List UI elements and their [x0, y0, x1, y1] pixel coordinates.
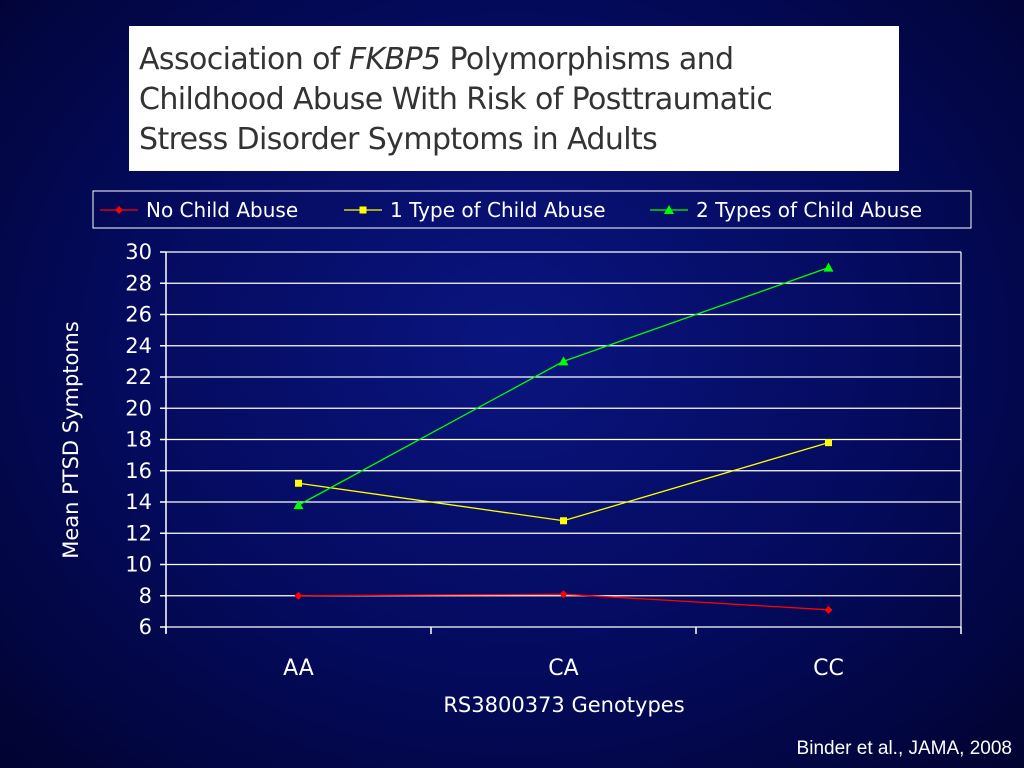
x-axis-label: RS3800373 Genotypes — [443, 693, 684, 717]
legend-swatch-marker — [115, 206, 123, 214]
series-2 — [295, 439, 832, 525]
data-point — [560, 517, 567, 525]
data-point — [825, 439, 832, 447]
legend: No Child Abuse 1 Type of Child Abuse 2 Typ… — [92, 190, 972, 229]
series-3 — [293, 262, 834, 510]
y-tick-label: 26 — [125, 303, 152, 327]
x-axis-ticks: AA CA CC — [165, 627, 962, 681]
title-line-3: Stress Disorder Symptoms in Adults — [139, 122, 658, 157]
title-line-1-end: Polymorphisms and — [440, 42, 734, 77]
title-box: Association of FKBP5 Polymorphisms and C… — [129, 26, 899, 171]
y-tick-label: 8 — [139, 584, 152, 608]
y-tick-label: 20 — [125, 396, 152, 420]
data-point — [558, 356, 569, 366]
y-tick-label: 30 — [125, 240, 152, 264]
data-point — [824, 605, 833, 614]
legend-entry: 1 Type of Child Abuse — [344, 198, 606, 222]
series-line — [298, 267, 829, 506]
y-tick-label: 24 — [125, 334, 152, 358]
y-axis-label: Mean PTSD Symptoms — [59, 321, 83, 559]
data-point — [293, 500, 304, 510]
legend-label: No Child Abuse — [146, 198, 298, 222]
gridlines — [165, 251, 962, 633]
legend-entry: No Child Abuse — [100, 198, 298, 222]
data-point — [295, 479, 302, 487]
title-gene-name: FKBP5 — [348, 42, 441, 77]
data-point — [294, 591, 303, 600]
x-tick-label: CA — [548, 656, 578, 681]
y-tick-label: 14 — [125, 490, 152, 514]
y-tick-label: 10 — [125, 553, 152, 577]
y-tick-label: 28 — [125, 271, 152, 295]
legend-swatch-marker — [664, 205, 674, 214]
title-line-1: Association of FKBP5 Polymorphisms and — [139, 40, 899, 80]
y-axis-ticks: 6 8 10 12 14 16 18 20 22 24 26 28 30 — [125, 240, 166, 639]
legend-swatch-marker — [359, 206, 367, 214]
legend-entry: 2 Types of Child Abuse — [650, 198, 922, 222]
y-tick-label: 18 — [125, 428, 152, 452]
y-tick-label: 6 — [139, 615, 152, 639]
legend-label: 1 Type of Child Abuse — [390, 198, 606, 222]
legend-label: 2 Types of Child Abuse — [696, 198, 922, 222]
y-tick-label: 16 — [125, 459, 152, 483]
title-line-1-start: Association of — [139, 42, 349, 77]
y-tick-label: 22 — [125, 365, 152, 389]
legend-box — [92, 190, 972, 229]
series-1 — [294, 590, 833, 614]
data-point — [559, 590, 568, 599]
series-layer — [293, 262, 834, 614]
data-point — [823, 262, 834, 272]
y-tick-label: 12 — [125, 521, 152, 545]
citation: Binder et al., JAMA, 2008 — [796, 738, 1012, 759]
x-tick-label: CC — [813, 656, 844, 681]
title-line-2: Childhood Abuse With Risk of Posttraumat… — [139, 82, 773, 117]
x-tick-label: AA — [283, 656, 314, 681]
series-line — [298, 442, 829, 522]
